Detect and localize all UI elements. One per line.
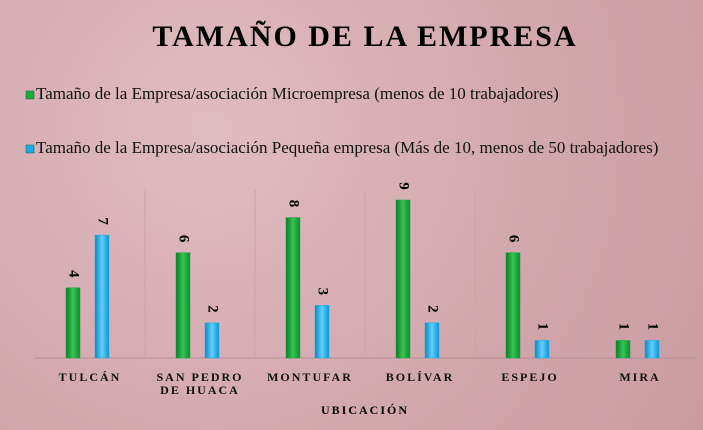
bar [534, 340, 550, 359]
x-tick-label: MONTUFAR [267, 370, 353, 384]
value-label: 8 [286, 200, 302, 208]
x-tick-label: SAN PEDRO DE HUACA [156, 370, 244, 397]
x-tick-label: ESPEJO [501, 370, 559, 384]
value-label: 3 [315, 288, 331, 296]
value-label: 4 [66, 270, 82, 278]
legend-swatch [25, 90, 35, 100]
value-label: 9 [396, 182, 412, 190]
bar [94, 234, 110, 359]
value-label: 2 [205, 305, 221, 313]
value-label: 2 [425, 305, 441, 313]
bar [65, 287, 81, 359]
bar [314, 305, 330, 359]
value-label: 6 [506, 235, 522, 243]
legend-swatch [25, 144, 35, 154]
value-label: 7 [95, 217, 111, 225]
bar [175, 252, 191, 359]
bar [204, 322, 220, 359]
value-label: 1 [535, 323, 551, 331]
x-tick-label: MIRA [619, 370, 661, 384]
bar [644, 340, 660, 359]
value-label: 6 [176, 235, 192, 243]
bar [505, 252, 521, 359]
x-tick-label: BOLÍVAR [385, 370, 455, 384]
bar [615, 340, 631, 359]
legend-label: Tamaño de la Empresa/asociación Pequeña … [36, 138, 659, 157]
x-tick-label: TULCÁN [58, 370, 122, 384]
legend-label: Tamaño de la Empresa/asociación Microemp… [36, 84, 559, 103]
value-label: 1 [616, 323, 632, 331]
bar [424, 322, 440, 359]
chart-title: TAMAÑO DE LA EMPRESA [152, 20, 577, 53]
bar [395, 199, 411, 359]
bar [285, 217, 301, 359]
value-label: 1 [645, 323, 661, 331]
x-axis-title: UBICACIÓN [321, 403, 409, 417]
